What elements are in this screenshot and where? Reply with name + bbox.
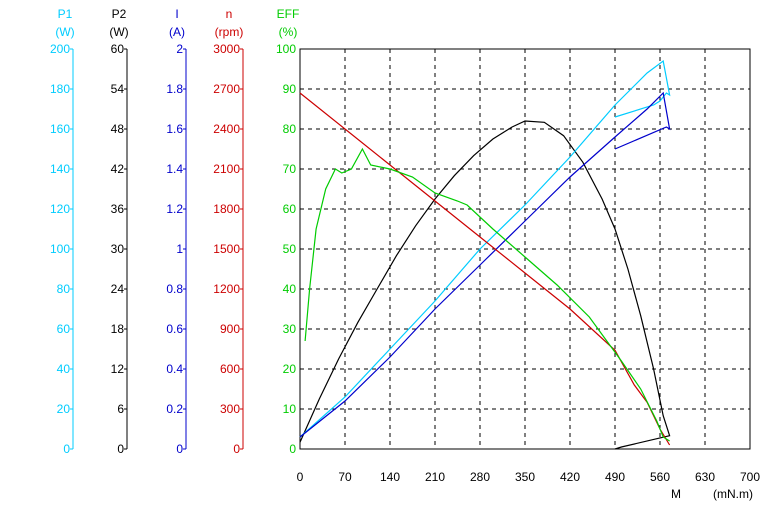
axis-p1-tick-label: 120 [50, 202, 70, 216]
axis-eff-tick-label: 20 [283, 362, 297, 376]
x-tick-label: 280 [470, 470, 490, 484]
axis-p2-name: P2 [112, 7, 127, 21]
axis-i-tick-label: 1.6 [166, 122, 183, 136]
axis-p2-tick-label: 12 [111, 362, 125, 376]
axis-eff-tick-label: 70 [283, 162, 297, 176]
x-tick-label: 350 [515, 470, 535, 484]
axis-i-tick-label: 2 [176, 42, 183, 56]
axis-n-tick-label: 600 [220, 362, 240, 376]
axis-i-tick-label: 0.4 [166, 362, 183, 376]
axis-i-tick-label: 1.8 [166, 82, 183, 96]
axis-eff-unit: (%) [279, 25, 298, 39]
x-tick-label: 70 [338, 470, 352, 484]
axis-n-tick-label: 2700 [213, 82, 240, 96]
axis-i-tick-label: 0 [176, 442, 183, 456]
x-axis: M (mN.m) 0 70 140 210 280 350 420 490 560 630 700 [297, 470, 761, 501]
axis-n-tick-label: 0 [233, 442, 240, 456]
axis-p1-tick-label: 20 [57, 402, 71, 416]
x-axis-unit: (mN.m) [713, 487, 753, 501]
x-tick-label: 630 [695, 470, 715, 484]
axis-i-tick-label: 0.8 [166, 282, 183, 296]
axis-p2-tick-label: 48 [111, 122, 125, 136]
axis-p1-unit: (W) [55, 25, 74, 39]
axis-i-tick-label: 0.6 [166, 322, 183, 336]
axis-p1-tick-label: 100 [50, 242, 70, 256]
axis-p1-tick-label: 0 [63, 442, 70, 456]
axis-n-tick-label: 2100 [213, 162, 240, 176]
axis-n-name: n [226, 7, 233, 21]
axis-p1-tick-label: 60 [57, 322, 71, 336]
y-axes: P1(W)020406080100120140160180200P2(W)061… [50, 7, 299, 456]
axis-eff-tick-label: 100 [276, 42, 296, 56]
axis-p1-tick-label: 140 [50, 162, 70, 176]
x-tick-label: 490 [605, 470, 625, 484]
axis-p2-tick-label: 6 [117, 402, 124, 416]
axis-p1-tick-label: 200 [50, 42, 70, 56]
axis-p1-tick-label: 160 [50, 122, 70, 136]
axis-eff-name: EFF [277, 7, 300, 21]
axis-p2-tick-label: 18 [111, 322, 125, 336]
axis-p2-tick-label: 42 [111, 162, 125, 176]
axis-p2-tick-label: 0 [117, 442, 124, 456]
axis-n-tick-label: 300 [220, 402, 240, 416]
axis-n-tick-label: 1500 [213, 242, 240, 256]
axis-eff-tick-label: 40 [283, 282, 297, 296]
axis-p2-tick-label: 60 [111, 42, 125, 56]
axis-i-tick-label: 0.2 [166, 402, 183, 416]
axis-i-tick-label: 1.2 [166, 202, 183, 216]
axis-n-tick-label: 3000 [213, 42, 240, 56]
axis-eff-tick-label: 30 [283, 322, 297, 336]
axis-n-tick-label: 2400 [213, 122, 240, 136]
axis-i-tick-label: 1.4 [166, 162, 183, 176]
axis-p1-tick-label: 80 [57, 282, 71, 296]
axis-i-name: I [175, 7, 178, 21]
axis-i-tick-label: 1 [176, 242, 183, 256]
x-tick-label: 0 [297, 470, 304, 484]
axis-eff-tick-label: 10 [283, 402, 297, 416]
axis-p1-name: P1 [58, 7, 73, 21]
axis-eff-tick-label: 60 [283, 202, 297, 216]
data-series [299, 59, 671, 450]
x-tick-label: 700 [740, 470, 760, 484]
axis-p2-tick-label: 24 [111, 282, 125, 296]
axis-eff-tick-label: 50 [283, 242, 297, 256]
series-p2-line [299, 120, 671, 450]
axis-i-unit: (A) [169, 25, 185, 39]
axis-p2-unit: (W) [109, 25, 128, 39]
x-axis-label: M [671, 487, 681, 501]
series-i-line [299, 91, 671, 438]
x-tick-label: 140 [380, 470, 400, 484]
axis-n-tick-label: 900 [220, 322, 240, 336]
axis-p1-tick-label: 180 [50, 82, 70, 96]
axis-p1-tick-label: 40 [57, 362, 71, 376]
x-tick-label: 560 [650, 470, 670, 484]
axis-p2-tick-label: 54 [111, 82, 125, 96]
series-eff-line [304, 147, 670, 442]
axis-eff-tick-label: 80 [283, 122, 297, 136]
axis-eff-tick-label: 90 [283, 82, 297, 96]
x-tick-label: 420 [560, 470, 580, 484]
series-p1-line [299, 59, 671, 438]
axis-p2-tick-label: 36 [111, 202, 125, 216]
axis-p2-tick-label: 30 [111, 242, 125, 256]
axis-n-tick-label: 1200 [213, 282, 240, 296]
axis-eff-tick-label: 0 [289, 442, 296, 456]
axis-n-tick-label: 1800 [213, 202, 240, 216]
plot-grid [299, 48, 751, 450]
x-tick-label: 210 [425, 470, 445, 484]
axis-n-unit: (rpm) [215, 25, 244, 39]
